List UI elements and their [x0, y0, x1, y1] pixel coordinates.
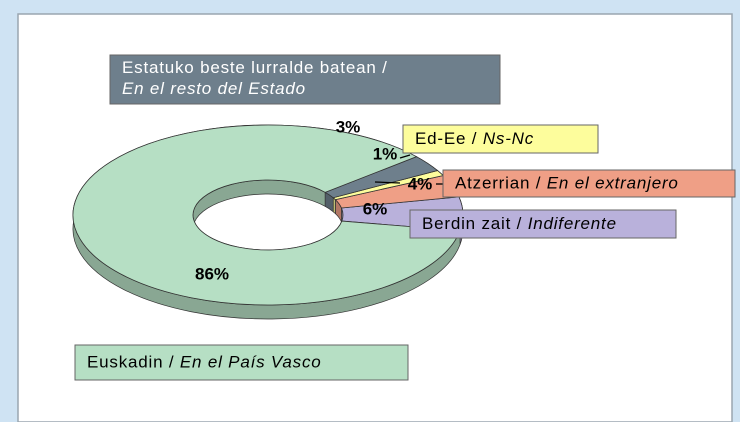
- legend-box: [74, 344, 409, 381]
- leader-line: [374, 181, 401, 184]
- legend-label: Atzerrian / En el extranjero: [455, 174, 679, 193]
- value-label: 1%: [373, 144, 398, 163]
- value-label: 4%: [408, 174, 433, 193]
- legend-label: Berdin zait / Indiferente: [422, 214, 617, 233]
- legend-box: [442, 169, 736, 198]
- value-label: 6%: [363, 199, 388, 218]
- slice: [72, 124, 461, 306]
- legend-box: [109, 54, 501, 105]
- legend-box: [402, 124, 599, 154]
- value-label: 86%: [195, 264, 229, 283]
- leader-line: [399, 154, 411, 159]
- value-label: 3%: [336, 117, 361, 136]
- legend-label: Estatuko beste lurralde batean / En el re…: [122, 58, 388, 98]
- legend-label: Euskadin / En el País Vasco: [87, 353, 322, 372]
- legend-label: Ed-Ee / Ns-Nc: [415, 129, 534, 148]
- legend-box: [409, 209, 677, 239]
